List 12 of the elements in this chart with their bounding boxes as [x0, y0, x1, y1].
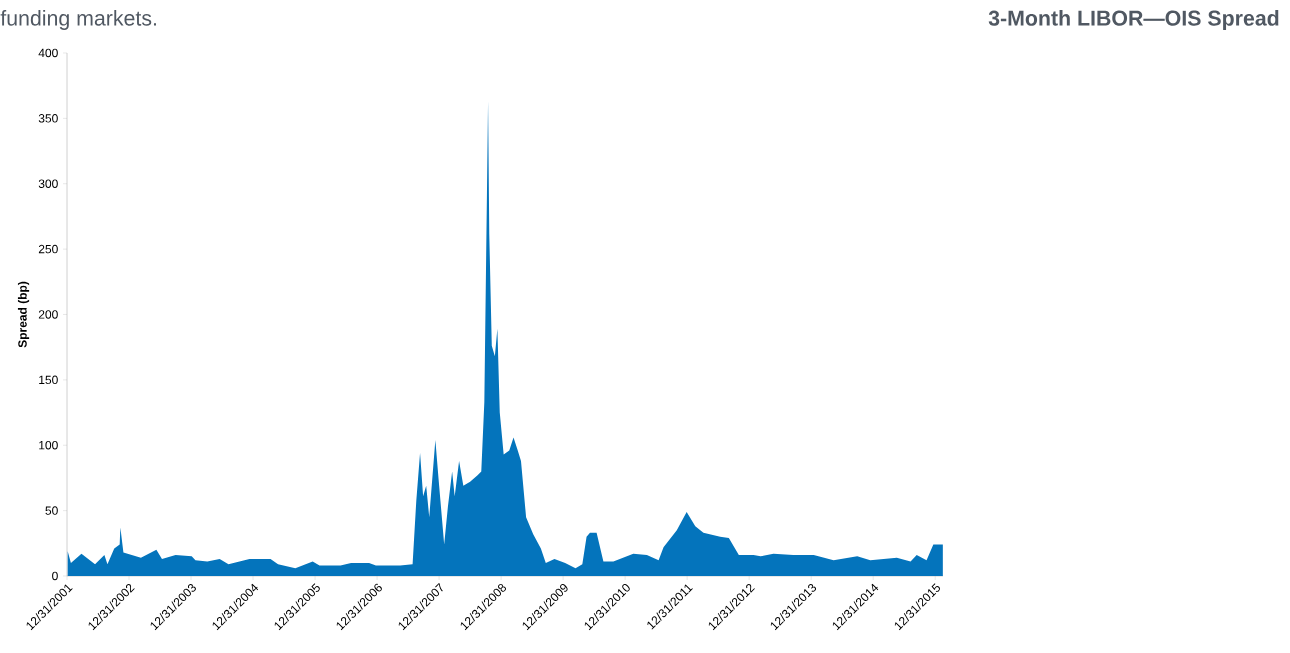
y-tick-label: 150 [39, 375, 58, 385]
y-tick-label: 300 [38, 179, 58, 188]
text: 3-Month LIBOR—OIS Spread [988, 10, 1279, 30]
y-tick-label: 250 [38, 244, 58, 254]
y-tick-label: 100 [39, 440, 58, 450]
y-axis-title: Spread (bp) [17, 281, 30, 348]
text: funding markets. [0, 10, 156, 30]
y-tick-label: 400 [38, 48, 58, 58]
y-tick-label: 0 [52, 571, 58, 581]
y-tick-label: 200 [38, 310, 58, 319]
y-tick-label: 350 [38, 114, 58, 123]
y-tick-label: 50 [45, 506, 58, 515]
